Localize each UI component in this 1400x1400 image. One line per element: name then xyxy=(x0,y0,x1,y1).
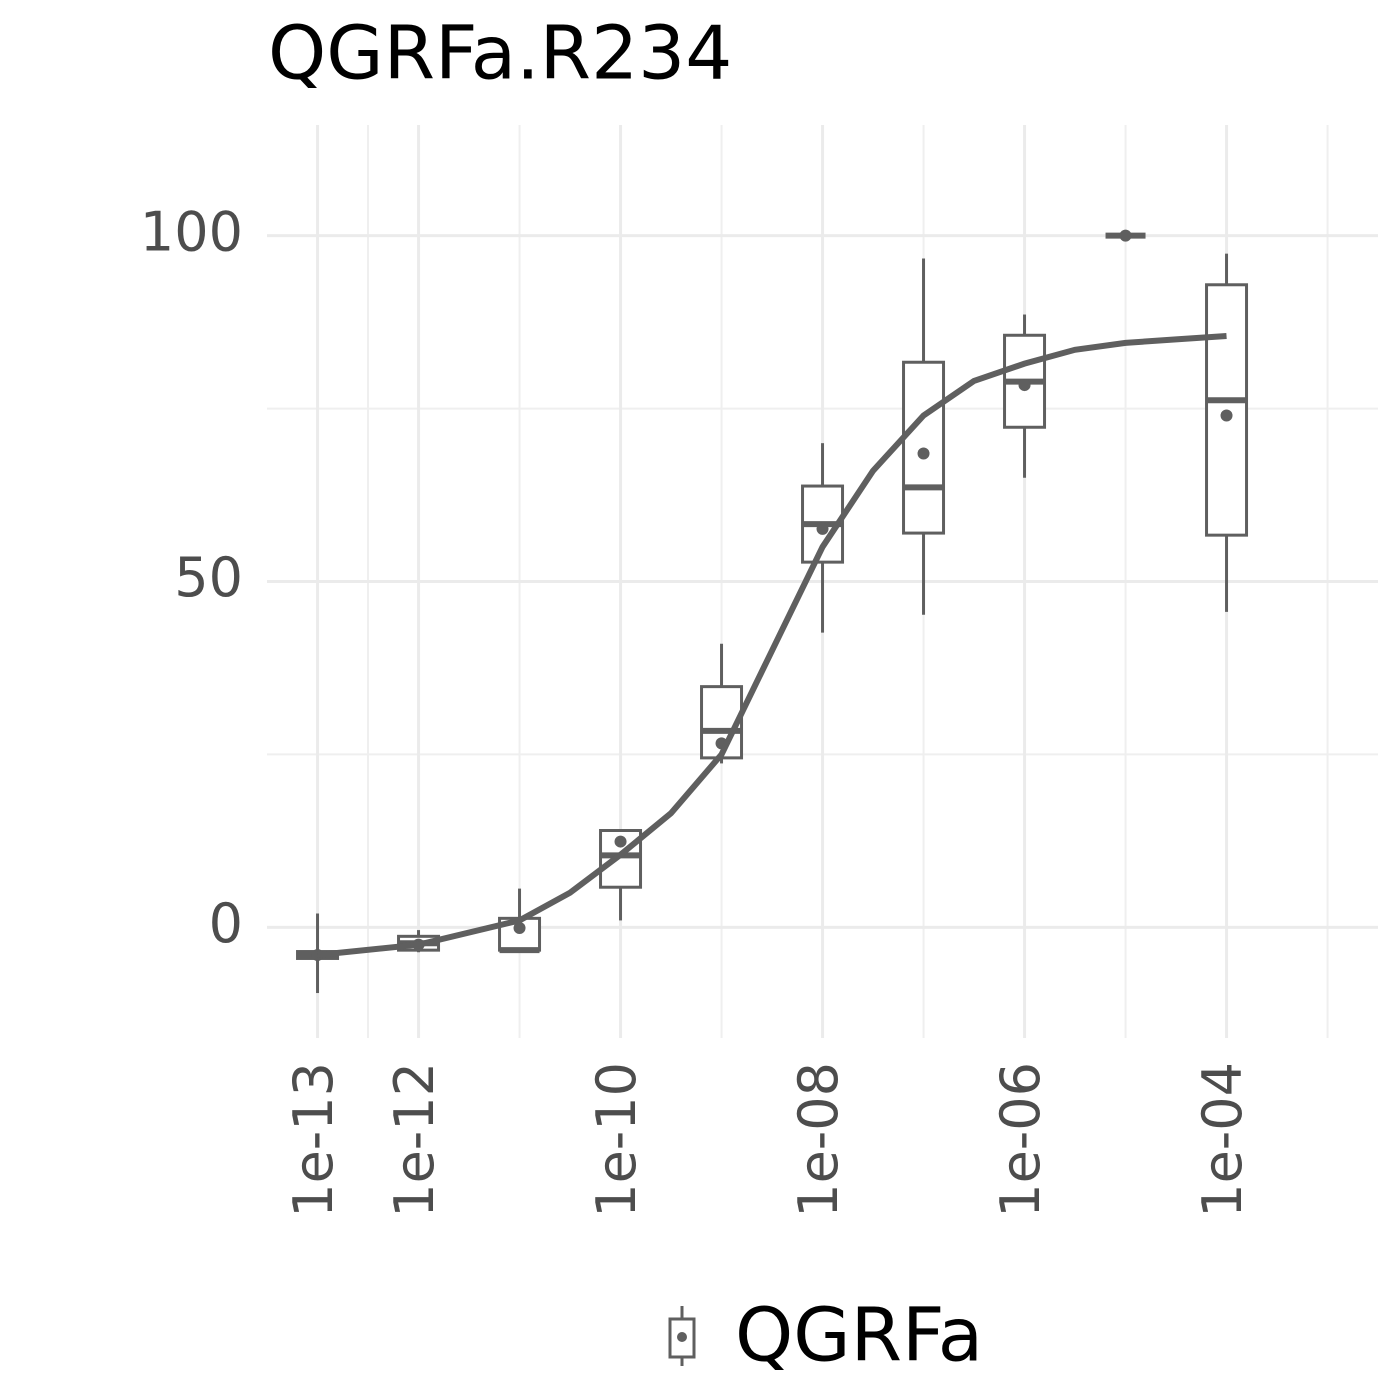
mean-point xyxy=(1119,229,1132,242)
legend-item: QGRFa xyxy=(668,1293,983,1379)
chart-title: QGRFa.R234 xyxy=(268,11,732,97)
mean-point xyxy=(513,922,526,935)
mean-point xyxy=(917,447,930,460)
y-tick-label: 100 xyxy=(140,200,243,263)
y-tick-label: 0 xyxy=(209,892,243,955)
x-tick-label: 1e-13 xyxy=(282,1062,345,1218)
mean-point xyxy=(1220,409,1233,422)
legend-label: QGRFa xyxy=(735,1293,983,1379)
x-tick-label: 1e-10 xyxy=(585,1062,648,1218)
x-tick-label: 1e-06 xyxy=(989,1062,1052,1218)
mean-point xyxy=(1018,379,1031,392)
x-tick-label: 1e-08 xyxy=(787,1062,850,1218)
legend-key xyxy=(677,1332,687,1342)
mean-point xyxy=(614,835,627,848)
x-tick-label: 1e-04 xyxy=(1191,1062,1254,1218)
x-tick-label: 1e-12 xyxy=(383,1062,446,1218)
mean-point xyxy=(816,522,829,535)
fit-curve xyxy=(317,332,1227,958)
y-tick-label: 50 xyxy=(174,546,243,609)
